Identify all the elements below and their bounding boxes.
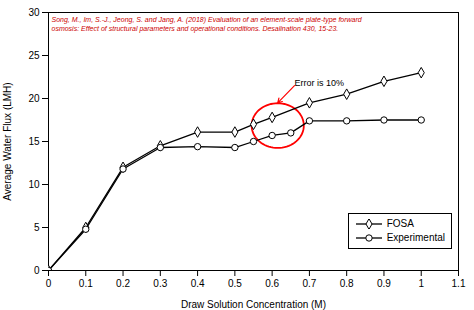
svg-text:5: 5 [34, 222, 40, 233]
svg-text:20: 20 [28, 93, 40, 104]
svg-text:0: 0 [46, 278, 52, 289]
svg-text:0.5: 0.5 [228, 278, 242, 289]
html-text:FOSA: FOSA [386, 218, 414, 229]
svg-text:0.3: 0.3 [153, 278, 167, 289]
svg-text:Average Water Flux (LMH): Average Water Flux (LMH) [2, 82, 13, 200]
svg-text:0.2: 0.2 [116, 278, 130, 289]
svg-text:10: 10 [28, 179, 40, 190]
svg-text:0.9: 0.9 [377, 278, 391, 289]
svg-text:0: 0 [34, 265, 40, 276]
svg-text:30: 30 [28, 7, 40, 18]
svg-text:0.4: 0.4 [191, 278, 205, 289]
html-text:Experimental: Experimental [386, 232, 445, 243]
svg-text:0.7: 0.7 [302, 278, 316, 289]
svg-text:0.1: 0.1 [79, 278, 93, 289]
svg-text:25: 25 [28, 50, 40, 61]
svg-text:15: 15 [28, 136, 40, 147]
svg-text:1.1: 1.1 [452, 278, 466, 289]
svg-text:0.6: 0.6 [265, 278, 279, 289]
svg-text:Song, M., Im, S.-J., Jeong, S.: Song, M., Im, S.-J., Jeong, S. and Jang,… [52, 16, 363, 33]
svg-text:0.8: 0.8 [340, 278, 354, 289]
svg-text:1: 1 [418, 278, 424, 289]
svg-text:Draw Solution Concentration (M: Draw Solution Concentration (M) [181, 299, 326, 310]
svg-text:Error is 10%: Error is 10% [295, 78, 345, 88]
